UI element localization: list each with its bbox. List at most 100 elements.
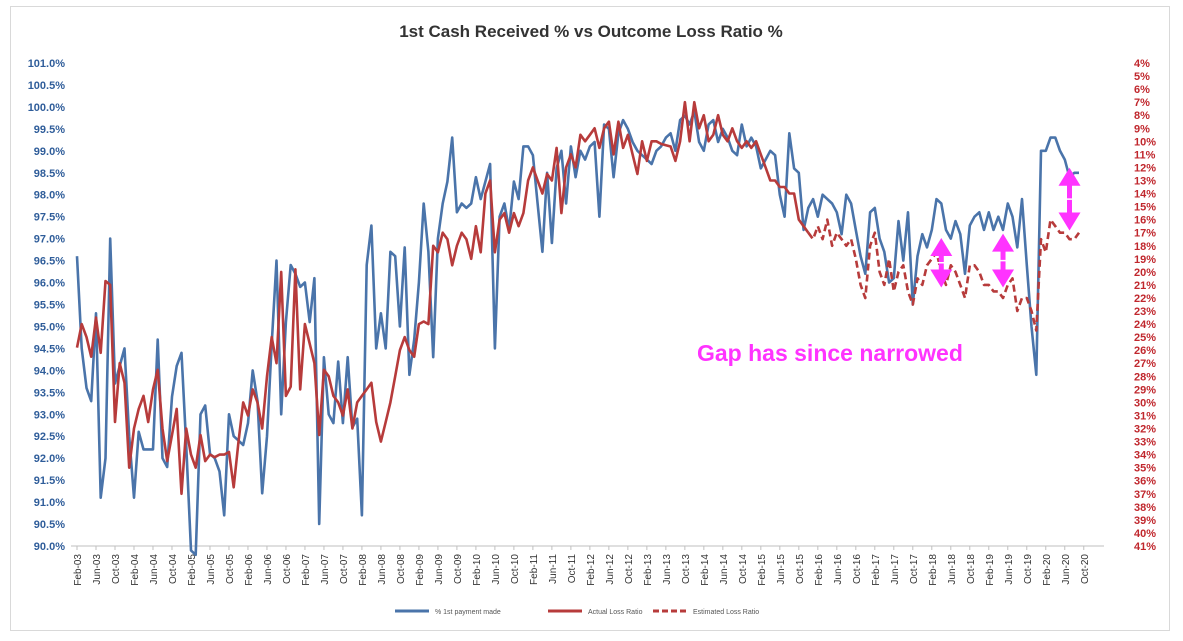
x-tick-label: Feb-11 — [529, 554, 540, 585]
y-right-tick-label: 10% — [1134, 136, 1156, 148]
gap-arrow-head-up — [992, 233, 1015, 252]
x-tick-label: Jun-14 — [719, 554, 730, 585]
y-right-tick-label: 38% — [1134, 502, 1156, 514]
x-tick-label: Jun-05 — [206, 554, 217, 585]
x-tick-label: Feb-12 — [586, 554, 597, 586]
x-tick-label: Oct-16 — [852, 554, 863, 584]
y-left-tick-label: 97.5% — [34, 212, 65, 224]
gap-arrow-head-down — [930, 269, 953, 288]
x-tick-label: Jun-20 — [1061, 554, 1072, 585]
x-tick-label: Feb-20 — [1042, 554, 1053, 586]
x-tick-label: Feb-15 — [757, 554, 768, 586]
x-tick-label: Oct-04 — [168, 554, 179, 584]
annotation-text: Gap has since narrowed — [697, 340, 963, 366]
y-left-tick-label: 90.0% — [34, 541, 65, 553]
y-left-tick-label: 94.5% — [34, 343, 65, 355]
y-right-tick-label: 32% — [1134, 424, 1156, 436]
y-right-tick-label: 41% — [1134, 541, 1156, 553]
x-tick-label: Jun-08 — [377, 554, 388, 585]
y-left-tick-label: 95.0% — [34, 321, 65, 333]
y-right-tick-label: 21% — [1134, 280, 1156, 292]
x-tick-label: Jun-10 — [491, 554, 502, 585]
x-tick-label: Feb-16 — [814, 554, 825, 586]
y-right-tick-label: 23% — [1134, 306, 1156, 318]
x-tick-label: Feb-13 — [643, 554, 654, 586]
y-left-tick-label: 92.5% — [34, 431, 65, 443]
gap-arrow — [930, 238, 953, 288]
y-right-tick-label: 22% — [1134, 293, 1156, 305]
series-line-actual — [75, 100, 810, 496]
x-tick-label: Jun-03 — [92, 554, 103, 585]
y-left-tick-label: 95.5% — [34, 300, 65, 312]
legend-label: Estimated Loss Ratio — [693, 609, 759, 616]
legend-label: % 1st payment made — [435, 609, 501, 616]
y-left-tick-label: 100.0% — [28, 102, 66, 114]
x-tick-label: Jun-09 — [434, 554, 445, 585]
x-tick-label: Oct-09 — [453, 554, 464, 584]
x-tick-label: Jun-16 — [833, 554, 844, 585]
x-tick-label: Feb-09 — [415, 554, 426, 586]
x-tick-label: Oct-11 — [567, 554, 578, 584]
gap-arrow-head-up — [930, 238, 953, 257]
y-right-tick-label: 31% — [1134, 410, 1156, 422]
x-tick-label: Oct-07 — [339, 554, 350, 584]
y-right-tick-label: 26% — [1134, 345, 1156, 357]
y-left-tick-label: 101.0% — [28, 58, 66, 70]
chart-frame: 1st Cash Received % vs Outcome Loss Rati… — [10, 6, 1170, 631]
y-right-tick-label: 27% — [1134, 358, 1156, 370]
x-tick-label: Oct-17 — [909, 554, 920, 584]
y-left-tick-label: 91.0% — [34, 497, 65, 509]
y-left-tick-label: 93.5% — [34, 387, 65, 399]
y-left-tick-label: 99.5% — [34, 124, 65, 136]
x-tick-label: Feb-18 — [928, 554, 939, 586]
y-right-tick-label: 11% — [1134, 149, 1156, 161]
x-tick-label: Oct-18 — [966, 554, 977, 584]
y-left-tick-label: 97.0% — [34, 234, 65, 246]
annotation-layer: Gap has since narrowed — [697, 167, 1081, 366]
x-tick-label: Feb-08 — [358, 554, 369, 586]
y-right-tick-label: 37% — [1134, 489, 1156, 501]
y-right-tick-label: 24% — [1134, 319, 1156, 331]
x-tick-label: Oct-05 — [225, 554, 236, 584]
y-right-tick-label: 34% — [1134, 450, 1156, 462]
chart-axes: 90.0% 90.5% 91.0% 91.5% 92.0% 92.5% 93.0% 93.5%… — [28, 58, 1157, 586]
x-tick-label: Oct-08 — [396, 554, 407, 584]
y-right-tick-label: 30% — [1134, 397, 1156, 409]
x-tick-label: Oct-03 — [111, 554, 122, 584]
y-left-tick-label: 93.0% — [34, 409, 65, 421]
y-right-tick-label: 14% — [1134, 189, 1156, 201]
y-left-tick-label: 91.5% — [34, 475, 65, 487]
y-left-tick-label: 96.5% — [34, 256, 65, 268]
y-right-tick-label: 16% — [1134, 215, 1156, 227]
x-tick-label: Jun-18 — [947, 554, 958, 585]
x-tick-label: Jun-15 — [776, 554, 787, 585]
x-tick-label: Feb-14 — [700, 554, 711, 586]
x-tick-label: Feb-19 — [985, 554, 996, 586]
x-tick-label: Oct-06 — [282, 554, 293, 584]
y-left-tick-label: 94.0% — [34, 365, 65, 377]
chart-canvas: 1st Cash Received % vs Outcome Loss Rati… — [28, 22, 1157, 616]
series-layer — [75, 100, 1081, 557]
y-right-tick-label: 13% — [1134, 175, 1156, 187]
y-right-tick-label: 5% — [1134, 71, 1150, 83]
x-tick-label: Feb-10 — [472, 554, 483, 586]
x-tick-label: Feb-07 — [301, 554, 312, 586]
gap-arrow-head-up — [1058, 167, 1081, 186]
x-tick-label: Jun-19 — [1004, 554, 1015, 585]
y-left-tick-label: 98.0% — [34, 190, 65, 202]
y-left-tick-label: 98.5% — [34, 168, 65, 180]
y-right-tick-label: 7% — [1134, 97, 1150, 109]
y-right-tick-label: 25% — [1134, 332, 1156, 344]
gap-arrow-head-down — [992, 269, 1015, 288]
chart-title: 1st Cash Received % vs Outcome Loss Rati… — [399, 22, 783, 41]
x-tick-label: Jun-06 — [263, 554, 274, 585]
y-right-tick-label: 39% — [1134, 515, 1156, 527]
series-line-payment — [75, 110, 1079, 557]
x-tick-label: Jun-12 — [605, 554, 616, 585]
y-right-tick-label: 6% — [1134, 84, 1150, 96]
x-tick-label: Oct-15 — [795, 554, 806, 584]
x-tick-label: Oct-20 — [1080, 554, 1091, 584]
x-tick-label: Feb-06 — [244, 554, 255, 586]
y-left-tick-label: 96.0% — [34, 278, 65, 290]
x-tick-label: Oct-19 — [1023, 554, 1034, 584]
